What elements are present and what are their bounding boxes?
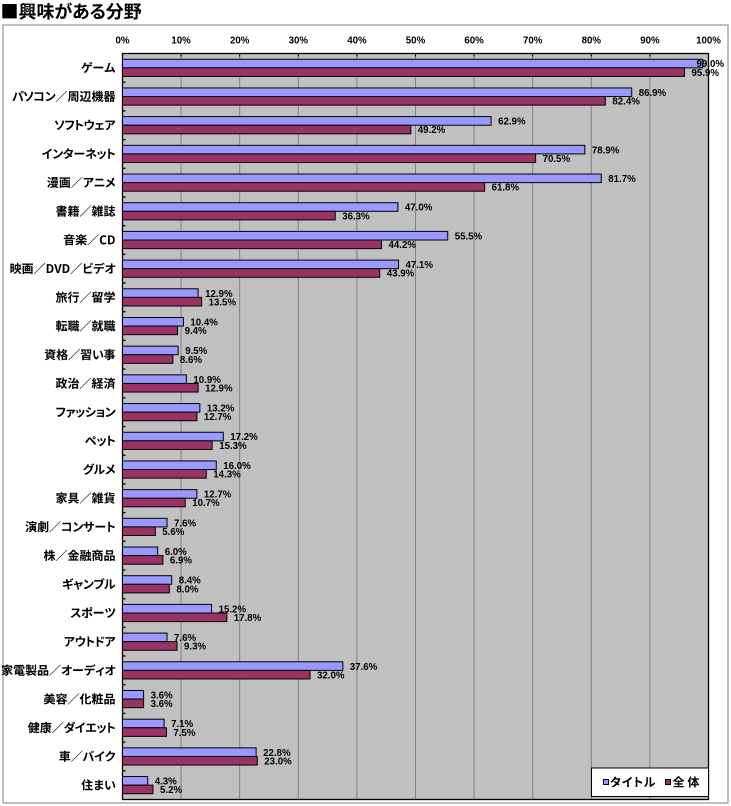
- svg-text:90%: 90%: [640, 36, 660, 47]
- svg-text:10.4%: 10.4%: [190, 318, 218, 329]
- svg-text:9.4%: 9.4%: [185, 326, 207, 337]
- svg-text:9.5%: 9.5%: [185, 346, 207, 357]
- svg-text:7.6%: 7.6%: [174, 633, 196, 644]
- svg-text:100%: 100%: [696, 36, 721, 47]
- svg-text:80%: 80%: [582, 36, 602, 47]
- svg-text:99.0%: 99.0%: [697, 59, 725, 70]
- svg-text:61.8%: 61.8%: [492, 183, 520, 194]
- svg-text:6.0%: 6.0%: [165, 547, 187, 558]
- svg-text:62.9%: 62.9%: [498, 117, 526, 128]
- svg-text:17.8%: 17.8%: [234, 613, 262, 624]
- svg-text:7.5%: 7.5%: [173, 728, 195, 739]
- svg-text:22.8%: 22.8%: [263, 748, 291, 759]
- svg-text:12.9%: 12.9%: [205, 289, 233, 300]
- svg-text:30%: 30%: [289, 36, 309, 47]
- svg-text:8.4%: 8.4%: [179, 576, 201, 587]
- svg-text:78.9%: 78.9%: [592, 145, 620, 156]
- svg-text:6.9%: 6.9%: [170, 556, 192, 567]
- svg-text:70.5%: 70.5%: [543, 154, 571, 165]
- svg-text:47.0%: 47.0%: [405, 203, 433, 214]
- svg-text:81.7%: 81.7%: [608, 174, 636, 185]
- svg-text:3.6%: 3.6%: [151, 699, 173, 710]
- svg-text:14.3%: 14.3%: [213, 470, 241, 481]
- svg-text:55.5%: 55.5%: [455, 231, 483, 242]
- svg-text:37.6%: 37.6%: [350, 662, 378, 673]
- svg-text:86.9%: 86.9%: [639, 88, 667, 99]
- svg-text:9.3%: 9.3%: [184, 642, 206, 653]
- svg-text:16.0%: 16.0%: [223, 461, 251, 472]
- svg-text:32.0%: 32.0%: [317, 670, 345, 681]
- svg-text:13.5%: 13.5%: [209, 297, 237, 308]
- svg-text:70%: 70%: [523, 36, 543, 47]
- svg-text:8.0%: 8.0%: [176, 584, 198, 595]
- svg-text:43.9%: 43.9%: [387, 269, 415, 280]
- svg-text:44.2%: 44.2%: [389, 240, 417, 251]
- svg-text:4.3%: 4.3%: [155, 777, 177, 788]
- svg-text:7.1%: 7.1%: [171, 719, 193, 730]
- svg-text:60%: 60%: [464, 36, 484, 47]
- svg-text:3.6%: 3.6%: [151, 691, 173, 702]
- svg-text:47.1%: 47.1%: [406, 260, 434, 271]
- svg-text:15.2%: 15.2%: [219, 604, 247, 615]
- svg-text:7.6%: 7.6%: [174, 518, 196, 529]
- svg-text:40%: 40%: [347, 36, 367, 47]
- svg-text:12.7%: 12.7%: [204, 490, 232, 501]
- svg-text:10.7%: 10.7%: [192, 498, 220, 509]
- svg-text:10.9%: 10.9%: [193, 375, 221, 386]
- svg-text:5.2%: 5.2%: [160, 785, 182, 796]
- svg-text:49.2%: 49.2%: [418, 125, 446, 136]
- svg-text:50%: 50%: [406, 36, 426, 47]
- svg-text:17.2%: 17.2%: [230, 432, 258, 443]
- svg-text:5.6%: 5.6%: [162, 527, 184, 538]
- svg-text:23.0%: 23.0%: [264, 757, 292, 768]
- svg-text:95.9%: 95.9%: [692, 68, 720, 79]
- svg-text:15.3%: 15.3%: [219, 441, 247, 452]
- svg-text:0%: 0%: [115, 36, 129, 47]
- svg-text:13.2%: 13.2%: [207, 404, 235, 415]
- svg-text:12.7%: 12.7%: [204, 412, 232, 423]
- svg-text:10%: 10%: [171, 36, 191, 47]
- svg-text:8.6%: 8.6%: [180, 355, 202, 366]
- svg-text:20%: 20%: [230, 36, 250, 47]
- svg-text:82.4%: 82.4%: [612, 97, 640, 108]
- svg-text:12.9%: 12.9%: [205, 384, 233, 395]
- svg-text:36.3%: 36.3%: [342, 211, 370, 222]
